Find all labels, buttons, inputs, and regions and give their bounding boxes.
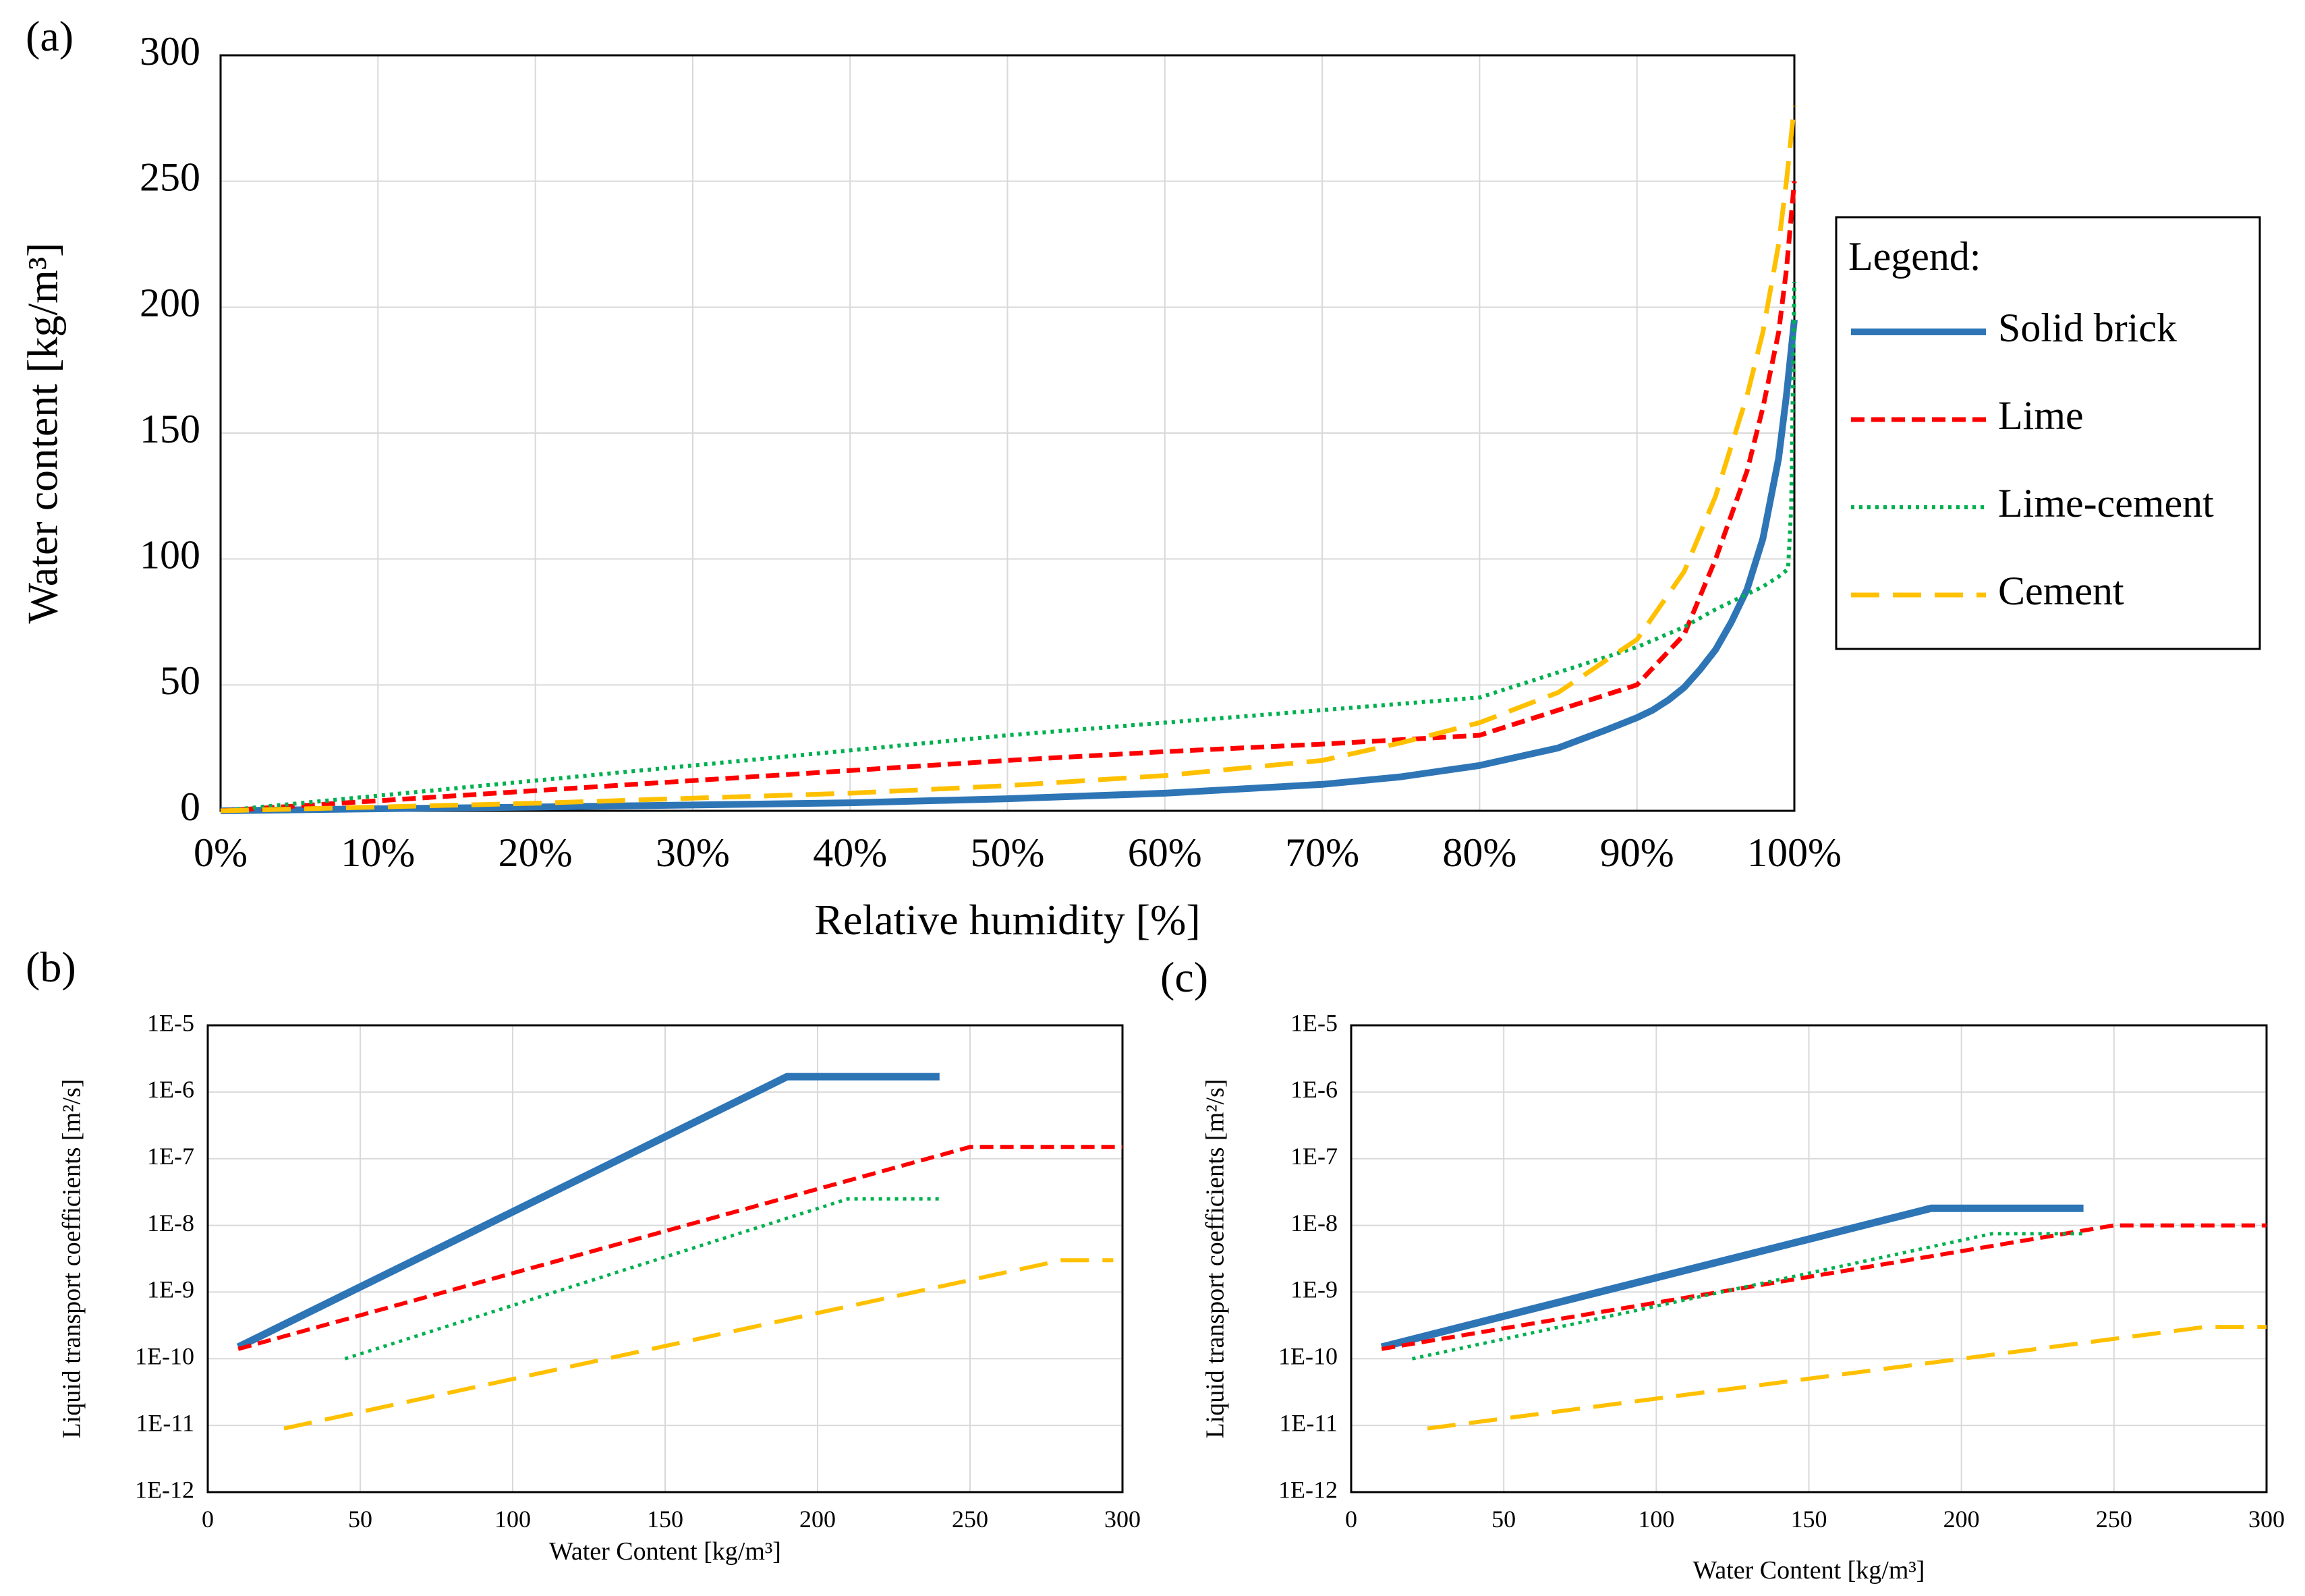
x-tick-label: 250 (2096, 1506, 2132, 1533)
x-tick-label: 50 (1491, 1506, 1516, 1533)
series-line-cement (220, 105, 1797, 814)
x-tick-label: 200 (1943, 1506, 1980, 1533)
y-tick-label: 1E-12 (135, 1476, 194, 1503)
y-tick-label: 1E-5 (1290, 1009, 1338, 1036)
y-tick-label: 1E-9 (1290, 1276, 1338, 1303)
x-tick-label: 70% (1285, 830, 1359, 875)
panel-label: (b) (26, 943, 76, 991)
y-tick-label: 1E-11 (136, 1409, 194, 1436)
x-axis-title: Relative humidity [%] (814, 896, 1200, 944)
legend-label-solid-brick: Solid brick (1998, 306, 2177, 350)
y-axis-title: Liquid transport coefficients [m²/s] (58, 1079, 86, 1438)
plot-area-frame (206, 1024, 1124, 1493)
y-tick-label: 1E-11 (1279, 1409, 1338, 1436)
x-tick-label: 0 (202, 1506, 214, 1533)
series-line-solid-brick (236, 1073, 940, 1350)
x-tick-label: 250 (952, 1506, 988, 1533)
x-tick-label: 150 (647, 1506, 683, 1533)
series-line-lime (220, 181, 1797, 814)
series-line-cement (1427, 1325, 2267, 1431)
x-tick-label: 60% (1128, 830, 1202, 875)
series-line-solid-brick (220, 319, 1798, 814)
panel-label: (a) (26, 12, 74, 60)
x-tick-label: 10% (341, 830, 415, 875)
y-tick-label: 0 (180, 785, 200, 829)
y-tick-label: 250 (140, 154, 200, 199)
legend: Legend: Solid brick Lime Lime-cement Cement (1835, 216, 2261, 650)
y-tick-label: 300 (140, 29, 200, 74)
y-tick-label: 1E-8 (1290, 1209, 1338, 1236)
y-tick-label: 50 (160, 658, 200, 703)
y-tick-label: 1E-7 (147, 1143, 194, 1170)
x-tick-label: 80% (1442, 830, 1516, 875)
y-axis-title: Liquid transport coefficients [m²/s] (1201, 1079, 1230, 1438)
y-tick-label: 1E-10 (135, 1343, 194, 1370)
x-tick-label: 100 (1638, 1506, 1674, 1533)
y-tick-label: 200 (140, 281, 200, 325)
x-tick-label: 30% (656, 830, 730, 875)
y-tick-label: 1E-6 (1290, 1076, 1338, 1103)
x-tick-label: 50 (348, 1506, 372, 1533)
x-axis-title: Water Content [kg/m³] (1693, 1556, 1925, 1585)
y-tick-label: 1E-5 (147, 1009, 194, 1036)
x-tick-label: 100% (1747, 830, 1842, 875)
y-tick-label: 1E-6 (147, 1076, 194, 1103)
x-tick-label: 200 (799, 1506, 836, 1533)
gridlines (207, 1025, 1123, 1493)
series-line-lime (1381, 1223, 2267, 1351)
panel-b: 0 50 100 150 200 250 300 1E-12 1E-11 1E-10 1E-9 1E-… (26, 943, 1141, 1566)
x-tick-label: 40% (813, 830, 887, 875)
x-tick-label: 300 (2248, 1506, 2285, 1533)
x-tick-label: 50% (971, 830, 1045, 875)
legend-label-lime-cement: Lime-cement (1998, 481, 2214, 525)
y-tick-label: 1E-8 (147, 1209, 194, 1236)
x-tick-label: 0 (1345, 1506, 1357, 1533)
x-axis-title: Water Content [kg/m³] (549, 1537, 781, 1566)
panel-a: 0% 10% 20% 30% 40% 50% 60% 70% 80% 90% 100% 0 50 100 1… (19, 12, 2261, 944)
x-tick-label: 150 (1791, 1506, 1827, 1533)
y-tick-label: 1E-9 (147, 1276, 194, 1303)
x-tick-label: 20% (499, 830, 573, 875)
plot-area-frame (219, 54, 1796, 812)
x-tick-label: 0% (194, 830, 248, 875)
legend-label-lime: Lime (1998, 393, 2084, 438)
y-tick-label: 100 (140, 532, 200, 577)
series-line-cement (283, 1258, 1114, 1431)
x-tick-label: 100 (494, 1506, 531, 1533)
panel-label: (c) (1160, 953, 1208, 1001)
y-tick-label: 1E-10 (1278, 1343, 1338, 1370)
series-line-lime (237, 1145, 1122, 1351)
y-tick-label: 1E-7 (1290, 1143, 1338, 1170)
legend-frame (1835, 216, 2261, 650)
series-line-lime-cement (1411, 1232, 2084, 1361)
gridlines (220, 55, 1795, 811)
legend-label-cement: Cement (1998, 569, 2124, 613)
series-line-solid-brick (1380, 1204, 2084, 1351)
y-tick-label: 150 (140, 407, 200, 451)
legend-title: Legend: (1848, 234, 1981, 279)
series-line-lime-cement (344, 1197, 940, 1361)
x-tick-label: 90% (1600, 830, 1674, 875)
plot-area-frame (1350, 1024, 2268, 1493)
y-axis-title: Water content [kg/m³] (19, 243, 67, 624)
x-tick-label: 300 (1104, 1506, 1141, 1533)
y-tick-label: 1E-12 (1278, 1476, 1338, 1503)
panel-c: 0 50 100 150 200 250 300 1E-12 1E-11 1E-10 1E-9 1E-… (1160, 953, 2285, 1585)
